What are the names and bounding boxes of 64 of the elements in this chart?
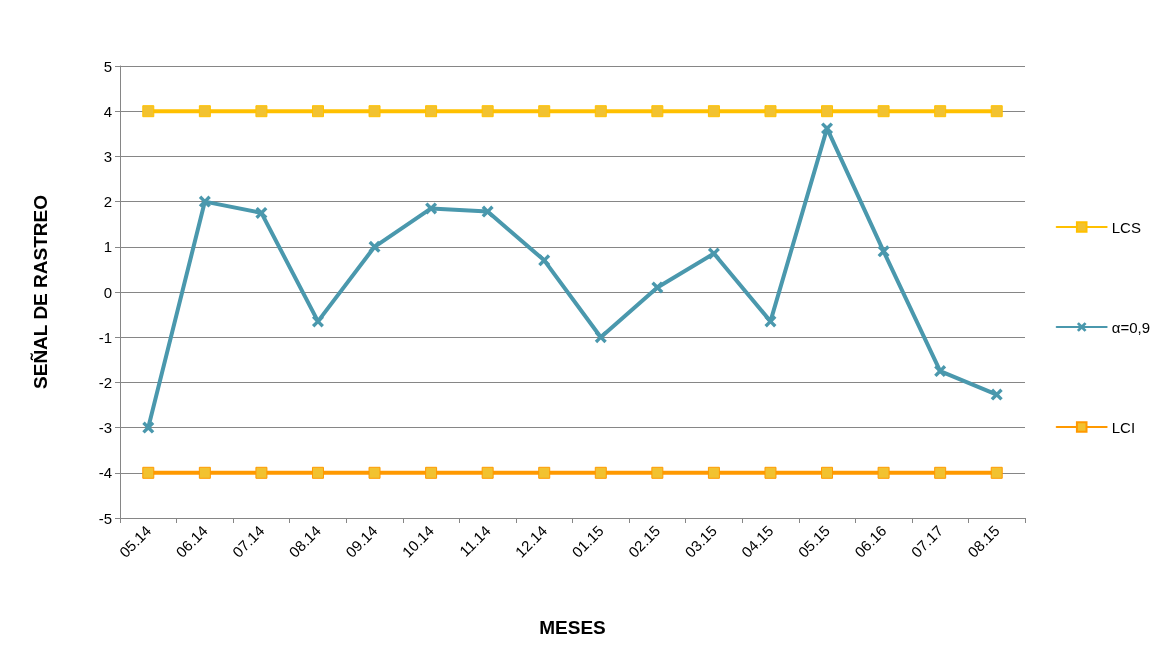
point (368, 466, 381, 479)
point (425, 105, 438, 118)
point (198, 466, 211, 479)
point (990, 466, 1003, 479)
point (594, 466, 607, 479)
legend-label: α=0,9 (1111, 318, 1151, 336)
point (707, 466, 720, 479)
point (877, 245, 890, 258)
y-tick-label: -2 (98, 373, 112, 391)
point (311, 315, 324, 328)
point (651, 281, 664, 294)
point (990, 388, 1003, 401)
point (481, 466, 494, 479)
point (368, 105, 381, 118)
point (594, 105, 607, 118)
point (821, 466, 834, 479)
legend-label: LCS (1111, 218, 1141, 236)
point (594, 331, 607, 344)
point (707, 247, 720, 260)
point (990, 105, 1003, 118)
y-axis-title: SEÑAL DE RASTREO (30, 195, 51, 389)
point (538, 254, 551, 267)
point (198, 195, 211, 208)
y-tick-label: -3 (98, 419, 112, 437)
point (142, 421, 155, 434)
point (311, 466, 324, 479)
point (255, 466, 268, 479)
point (198, 105, 211, 118)
point (481, 105, 494, 118)
y-tick-label: 2 (103, 193, 112, 211)
point (481, 205, 494, 218)
point (142, 466, 155, 479)
point (764, 105, 777, 118)
point (934, 105, 947, 118)
point (311, 105, 324, 118)
y-tick-label: 0 (103, 283, 112, 301)
x-axis-title: MESES (539, 617, 606, 638)
point (368, 240, 381, 253)
point (538, 105, 551, 118)
legend-label: LCI (1111, 418, 1136, 436)
point (934, 365, 947, 378)
point (255, 105, 268, 118)
point (142, 105, 155, 118)
point (425, 202, 438, 215)
point (707, 105, 720, 118)
point (934, 466, 947, 479)
y-tick-label: 5 (103, 57, 112, 75)
point (821, 105, 834, 118)
point (877, 466, 890, 479)
y-tick-label: -1 (98, 328, 112, 346)
point (764, 315, 777, 328)
y-tick-label: -4 (98, 464, 112, 482)
point (651, 105, 664, 118)
y-tick-label: -5 (98, 509, 112, 527)
point (425, 466, 438, 479)
point (821, 122, 834, 135)
y-tick-label: 1 (103, 238, 112, 256)
point (877, 105, 890, 118)
point (255, 206, 268, 219)
point (538, 466, 551, 479)
y-tick-label: 3 (103, 147, 112, 165)
point (764, 466, 777, 479)
point (651, 466, 664, 479)
y-tick-label: 4 (103, 102, 112, 120)
